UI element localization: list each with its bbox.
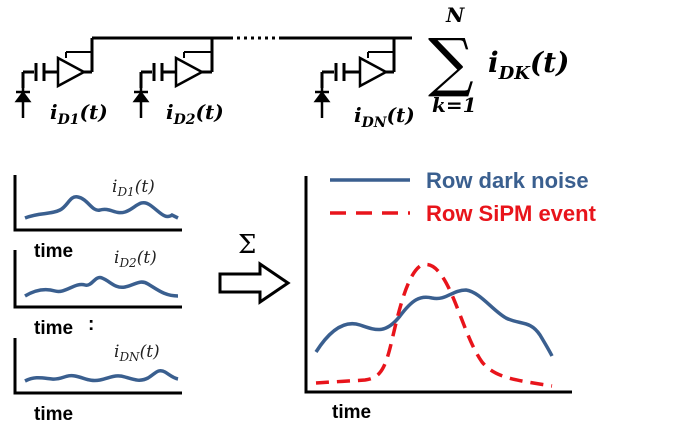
axis <box>13 175 182 232</box>
circuit <box>14 36 412 118</box>
stage-2 <box>132 38 214 118</box>
stage-2-label: iD2(t) <box>166 100 224 128</box>
plot-2-label: iD2(t) <box>114 248 157 270</box>
trace-line <box>24 195 179 220</box>
legend-dark-noise-label: Row dark noise <box>426 168 589 193</box>
plot-3-xlabel: time <box>34 404 73 425</box>
sum-term: iDK(t) <box>488 46 569 84</box>
axis <box>13 338 182 395</box>
sum-lower-limit: k=1 <box>432 93 477 117</box>
photodiode-icon <box>132 88 150 118</box>
axis <box>13 250 182 309</box>
legend: Row dark noise Row SiPM event <box>330 168 597 226</box>
trace-line <box>24 368 179 383</box>
big-plot-xlabel: time <box>332 402 371 423</box>
sum-upper-limit: N <box>445 3 465 27</box>
sum-symbol: ∑ <box>428 26 474 100</box>
stage-1-label: iD1(t) <box>50 100 108 128</box>
small-plot-1: iD1(t) time <box>13 175 182 262</box>
photodiode-icon <box>313 88 331 118</box>
sigma-symbol: Σ <box>238 230 256 260</box>
photodiode-icon <box>14 88 32 118</box>
summation-expression: N ∑ k=1 iDK(t) <box>428 3 569 117</box>
trace-line <box>24 275 179 298</box>
legend-sipm-event-label: Row SiPM event <box>426 201 597 226</box>
stage-1 <box>14 38 94 118</box>
ellipsis-colon: : <box>88 314 94 335</box>
sipm-event-curve <box>315 262 553 388</box>
stage-n-label: iDN(t) <box>354 103 415 131</box>
small-plot-2: iD2(t) time : <box>13 248 182 339</box>
plot-1-xlabel: time <box>34 241 73 262</box>
plot-1-label: iD1(t) <box>112 177 155 199</box>
plot-2-xlabel: time <box>34 318 73 339</box>
sum-operator: Σ <box>218 230 291 305</box>
big-plot-axis <box>304 176 572 394</box>
small-plot-3: iDN(t) time <box>13 338 182 425</box>
big-plot: time Row dark noise Row SiPM event <box>304 168 597 423</box>
dark-noise-curve <box>314 288 554 357</box>
right-arrow-icon <box>218 261 291 305</box>
stage-n <box>313 38 396 118</box>
plot-3-label: iDN(t) <box>114 342 160 364</box>
